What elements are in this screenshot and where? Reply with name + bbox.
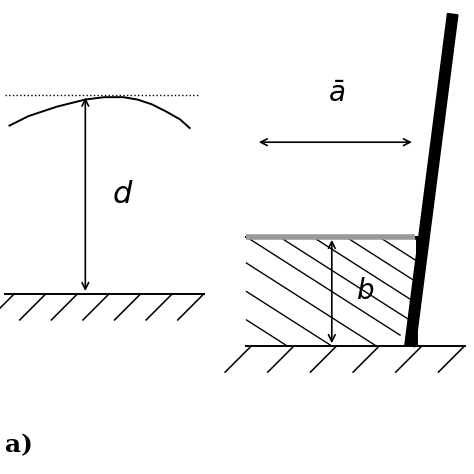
Text: $d$: $d$ bbox=[112, 179, 134, 210]
Polygon shape bbox=[405, 14, 458, 346]
Text: a): a) bbox=[5, 434, 33, 457]
Text: $b$: $b$ bbox=[356, 278, 374, 305]
Text: $\bar{a}$: $\bar{a}$ bbox=[328, 82, 345, 108]
